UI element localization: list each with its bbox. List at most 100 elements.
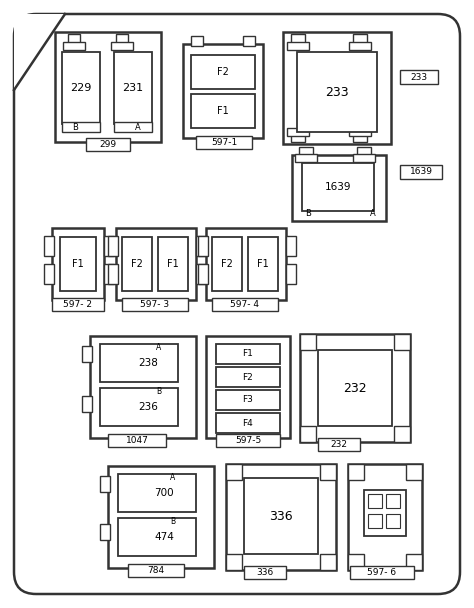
Bar (349, 128, 371, 136)
Bar (248, 237, 278, 291)
Text: F2: F2 (131, 259, 143, 269)
Text: F2: F2 (243, 373, 254, 381)
Bar (196, 264, 206, 284)
Text: B: B (72, 122, 78, 131)
Bar (108, 236, 118, 256)
Bar (82, 396, 92, 412)
Bar (295, 154, 317, 162)
Bar (292, 155, 386, 221)
Bar (191, 55, 255, 89)
Bar (302, 163, 374, 211)
Bar (364, 490, 406, 536)
Bar (353, 34, 367, 44)
Bar (62, 122, 100, 132)
Text: 597- 2: 597- 2 (64, 300, 92, 309)
Bar (86, 138, 130, 151)
Bar (104, 264, 114, 284)
Bar (198, 236, 208, 256)
Text: B: B (156, 387, 161, 396)
Bar (52, 298, 104, 311)
Bar (394, 334, 410, 350)
Bar (62, 52, 100, 124)
Bar (353, 132, 367, 142)
Bar (243, 36, 255, 46)
Bar (287, 128, 309, 136)
Bar (226, 554, 242, 570)
Bar (357, 147, 371, 157)
Bar (116, 34, 128, 44)
Text: A: A (170, 474, 175, 483)
Bar (318, 438, 360, 451)
Text: 1639: 1639 (325, 182, 351, 192)
Text: 336: 336 (269, 510, 293, 522)
Text: 597- 4: 597- 4 (230, 300, 259, 309)
Bar (114, 122, 152, 132)
Bar (299, 147, 313, 157)
FancyBboxPatch shape (14, 14, 460, 594)
Bar (353, 154, 375, 162)
Bar (318, 350, 392, 426)
Bar (63, 42, 85, 50)
Bar (349, 42, 371, 50)
Bar (118, 474, 196, 512)
Bar (206, 228, 286, 300)
Bar (244, 478, 318, 554)
Bar (100, 344, 178, 382)
Bar (198, 264, 208, 284)
Bar (114, 52, 152, 124)
Bar (206, 336, 290, 438)
Bar (116, 228, 196, 300)
Bar (108, 434, 166, 447)
Bar (212, 237, 242, 291)
Bar (44, 264, 54, 284)
Text: F2: F2 (221, 259, 233, 269)
Bar (348, 464, 364, 480)
Bar (68, 34, 80, 44)
Bar (191, 94, 255, 128)
Text: 299: 299 (100, 140, 117, 149)
Text: 1047: 1047 (126, 436, 148, 445)
Bar (386, 514, 400, 528)
Bar (104, 236, 114, 256)
Bar (291, 132, 305, 142)
Text: A: A (370, 209, 376, 218)
Text: 231: 231 (122, 83, 144, 93)
Bar (111, 42, 133, 50)
Bar (226, 464, 242, 480)
Text: A: A (135, 122, 141, 131)
Bar (158, 237, 188, 291)
Bar (216, 413, 280, 433)
Text: B: B (305, 209, 311, 218)
Bar (291, 34, 305, 44)
Text: 597- 3: 597- 3 (140, 300, 170, 309)
Bar (55, 32, 161, 142)
Text: 232: 232 (330, 440, 347, 449)
Bar (52, 228, 104, 300)
Bar (297, 52, 377, 132)
Text: F1: F1 (217, 106, 229, 116)
Text: F2: F2 (217, 67, 229, 77)
Bar (226, 464, 336, 570)
Bar (82, 346, 92, 362)
Text: 238: 238 (138, 358, 158, 368)
Bar (350, 566, 414, 579)
Text: 236: 236 (138, 402, 158, 412)
Bar (320, 554, 336, 570)
Bar (100, 388, 178, 426)
Bar (196, 236, 206, 256)
Text: 1639: 1639 (410, 167, 432, 176)
Bar (400, 70, 438, 84)
Text: 700: 700 (154, 488, 174, 498)
Text: 597-1: 597-1 (211, 138, 237, 147)
Bar (400, 165, 442, 179)
Bar (122, 298, 188, 311)
Bar (191, 36, 203, 46)
Bar (90, 336, 196, 438)
Bar (300, 334, 410, 442)
Text: F1: F1 (243, 350, 254, 359)
Bar (394, 426, 410, 442)
Text: F1: F1 (167, 259, 179, 269)
Bar (406, 554, 422, 570)
Bar (300, 426, 316, 442)
Text: F4: F4 (243, 418, 254, 427)
